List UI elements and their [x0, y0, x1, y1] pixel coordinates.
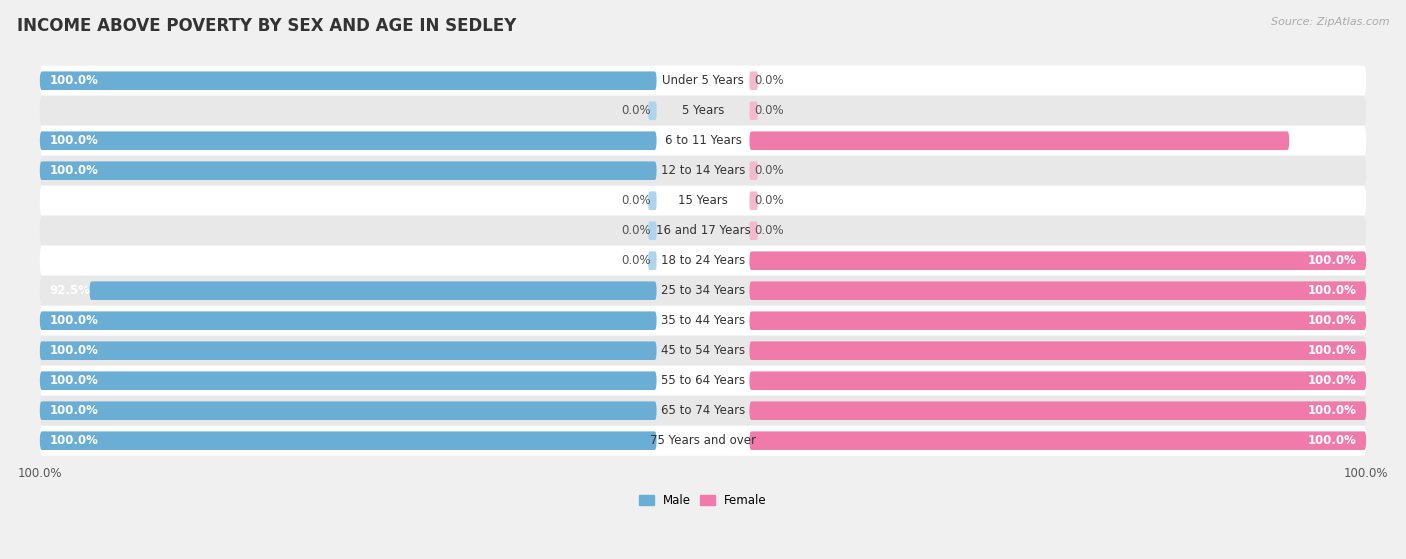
Text: 100.0%: 100.0% — [1308, 284, 1357, 297]
Text: 0.0%: 0.0% — [755, 164, 785, 177]
FancyBboxPatch shape — [749, 162, 758, 180]
FancyBboxPatch shape — [39, 162, 657, 180]
Text: 100.0%: 100.0% — [1308, 254, 1357, 267]
Text: 100.0%: 100.0% — [49, 344, 98, 357]
Text: 25 to 34 Years: 25 to 34 Years — [661, 284, 745, 297]
FancyBboxPatch shape — [39, 432, 657, 450]
FancyBboxPatch shape — [648, 101, 657, 120]
FancyBboxPatch shape — [749, 311, 1367, 330]
FancyBboxPatch shape — [39, 126, 1367, 156]
Text: 100.0%: 100.0% — [1308, 434, 1357, 447]
FancyBboxPatch shape — [39, 186, 1367, 216]
FancyBboxPatch shape — [39, 246, 1367, 276]
Text: 0.0%: 0.0% — [621, 254, 651, 267]
FancyBboxPatch shape — [749, 191, 758, 210]
Text: 0.0%: 0.0% — [755, 194, 785, 207]
Text: 12 to 14 Years: 12 to 14 Years — [661, 164, 745, 177]
Text: 65 to 74 Years: 65 to 74 Years — [661, 404, 745, 417]
FancyBboxPatch shape — [39, 396, 1367, 426]
FancyBboxPatch shape — [39, 66, 1367, 96]
FancyBboxPatch shape — [39, 311, 657, 330]
Text: 55 to 64 Years: 55 to 64 Years — [661, 374, 745, 387]
Text: 6 to 11 Years: 6 to 11 Years — [665, 134, 741, 147]
Text: 0.0%: 0.0% — [621, 104, 651, 117]
Text: 5 Years: 5 Years — [682, 104, 724, 117]
FancyBboxPatch shape — [39, 366, 1367, 396]
Text: 88.4%: 88.4% — [1315, 134, 1357, 147]
FancyBboxPatch shape — [749, 371, 1367, 390]
Text: 45 to 54 Years: 45 to 54 Years — [661, 344, 745, 357]
Text: 35 to 44 Years: 35 to 44 Years — [661, 314, 745, 327]
Text: 0.0%: 0.0% — [755, 224, 785, 237]
FancyBboxPatch shape — [749, 72, 758, 90]
FancyBboxPatch shape — [39, 306, 1367, 336]
Text: 75 Years and over: 75 Years and over — [650, 434, 756, 447]
Text: 18 to 24 Years: 18 to 24 Years — [661, 254, 745, 267]
FancyBboxPatch shape — [648, 252, 657, 270]
FancyBboxPatch shape — [749, 101, 758, 120]
FancyBboxPatch shape — [39, 216, 1367, 246]
Text: 100.0%: 100.0% — [49, 164, 98, 177]
Text: 0.0%: 0.0% — [621, 224, 651, 237]
FancyBboxPatch shape — [39, 426, 1367, 456]
Text: 16 and 17 Years: 16 and 17 Years — [655, 224, 751, 237]
FancyBboxPatch shape — [39, 276, 1367, 306]
Text: 15 Years: 15 Years — [678, 194, 728, 207]
Text: Source: ZipAtlas.com: Source: ZipAtlas.com — [1271, 17, 1389, 27]
Text: 0.0%: 0.0% — [755, 74, 785, 87]
FancyBboxPatch shape — [749, 401, 1367, 420]
FancyBboxPatch shape — [749, 342, 1367, 360]
Text: 100.0%: 100.0% — [1308, 404, 1357, 417]
FancyBboxPatch shape — [749, 131, 1289, 150]
Text: 92.5%: 92.5% — [49, 284, 91, 297]
Text: 0.0%: 0.0% — [621, 194, 651, 207]
Text: 100.0%: 100.0% — [49, 434, 98, 447]
Text: 100.0%: 100.0% — [1308, 374, 1357, 387]
FancyBboxPatch shape — [39, 156, 1367, 186]
Text: 100.0%: 100.0% — [1308, 344, 1357, 357]
Text: INCOME ABOVE POVERTY BY SEX AND AGE IN SEDLEY: INCOME ABOVE POVERTY BY SEX AND AGE IN S… — [17, 17, 516, 35]
Text: 100.0%: 100.0% — [1308, 314, 1357, 327]
Text: 100.0%: 100.0% — [49, 314, 98, 327]
FancyBboxPatch shape — [90, 281, 657, 300]
Text: 100.0%: 100.0% — [49, 134, 98, 147]
FancyBboxPatch shape — [648, 221, 657, 240]
Text: 100.0%: 100.0% — [49, 404, 98, 417]
FancyBboxPatch shape — [749, 221, 758, 240]
FancyBboxPatch shape — [39, 131, 657, 150]
FancyBboxPatch shape — [39, 342, 657, 360]
FancyBboxPatch shape — [39, 72, 657, 90]
Legend: Male, Female: Male, Female — [634, 490, 772, 512]
Text: 0.0%: 0.0% — [755, 104, 785, 117]
FancyBboxPatch shape — [648, 191, 657, 210]
Text: 100.0%: 100.0% — [49, 374, 98, 387]
FancyBboxPatch shape — [39, 371, 657, 390]
Text: Under 5 Years: Under 5 Years — [662, 74, 744, 87]
FancyBboxPatch shape — [749, 281, 1367, 300]
FancyBboxPatch shape — [39, 401, 657, 420]
Text: 100.0%: 100.0% — [49, 74, 98, 87]
FancyBboxPatch shape — [39, 96, 1367, 126]
FancyBboxPatch shape — [749, 432, 1367, 450]
FancyBboxPatch shape — [39, 336, 1367, 366]
FancyBboxPatch shape — [749, 252, 1367, 270]
